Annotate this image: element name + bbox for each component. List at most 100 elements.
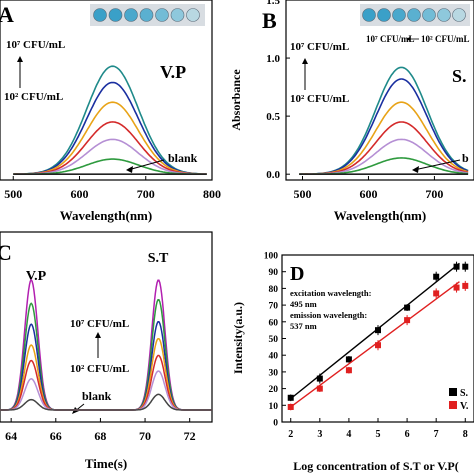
panel-d-series: [287, 261, 469, 411]
panel-d-letter: D: [290, 263, 304, 285]
panel-a-blank-label: blank: [168, 151, 198, 165]
panel-b-blank-label: b: [462, 151, 469, 165]
panel-d: D Intensity(a.u.) excitation wavelength:…: [231, 252, 474, 473]
x-tick-label: 70: [139, 429, 151, 443]
panel-d-annotation-1: excitation wavelength:: [290, 288, 372, 298]
panel-c: C V.P S.T 10⁷ CFU/mL 10² CFU/mL blank 64…: [0, 231, 213, 471]
panel-b-curve-1: [299, 66, 469, 175]
panel-a-xlabel: Wavelength(nm): [60, 208, 152, 223]
panel-c-x-ticks: 64 66 68 70 72: [5, 418, 196, 443]
panel-a-conc-top: 10⁷ CFU/mL: [6, 39, 65, 51]
svg-text:B: B: [262, 8, 277, 33]
legend-marker-s: [449, 388, 457, 396]
data-point: [316, 375, 323, 382]
panel-a-x-ticks: 500 600 700 800: [4, 176, 221, 201]
panel-b-conc-bottom: 10² CFU/mL: [290, 93, 349, 105]
y-tick-label: 0.0: [266, 169, 280, 181]
panel-d-annotation-4: 537 nm: [290, 321, 317, 331]
panel-d-annotation-2: 495 nm: [290, 299, 317, 309]
svg-text:D: D: [290, 263, 304, 285]
panel-c-letter: C: [0, 240, 12, 265]
panel-a-conc-bottom: 10² CFU/mL: [4, 91, 63, 103]
x-tick-label: 3: [317, 429, 322, 440]
y-tick-label: 30: [269, 368, 279, 378]
x-tick-label: 600: [359, 187, 377, 201]
panel-c-conc-bottom: 10² CFU/mL: [70, 363, 129, 375]
well: [407, 8, 421, 22]
panel-a-curve-4: [13, 121, 207, 175]
x-tick-label: 700: [137, 187, 155, 201]
data-point: [453, 263, 460, 270]
well: [377, 8, 391, 22]
y-tick-label: 10: [269, 402, 279, 412]
panel-d-legend: S. V.: [449, 388, 469, 412]
x-tick-label: 5: [376, 429, 381, 440]
panel-a-curves: [13, 65, 207, 175]
panel-a-letter: A: [0, 2, 14, 27]
data-point: [375, 342, 381, 349]
panel-b-strip-left: 10⁷ CFU/mL: [366, 34, 414, 44]
well: [108, 8, 123, 22]
y-tick-label: 70: [269, 302, 279, 312]
y-tick-label: 0.5: [266, 111, 280, 123]
panel-d-xlabel: Log concentration of S.T or V.P(: [293, 459, 458, 473]
panel-c-conc-top: 10⁷ CFU/mL: [70, 318, 129, 330]
panel-b-strip-right: 10² CFU/mL: [421, 34, 469, 44]
panel-b-strip-arrow: [406, 37, 419, 41]
x-tick-label: 600: [71, 187, 89, 201]
panel-b-x-ticks: 500 600 700: [293, 176, 443, 201]
panel-a-tag: V.P: [160, 62, 186, 82]
y-tick-label: 90: [269, 268, 279, 278]
data-point: [453, 284, 460, 291]
panel-b: B Absorbance 0.0 0.5 1.0 1.5 10⁷ CFU/mL 10²…: [229, 0, 474, 223]
well: [186, 8, 200, 22]
legend-label-v: V.: [460, 401, 469, 412]
panel-b-conc-arrow: [302, 58, 308, 90]
panel-c-conc-arrow: [95, 332, 101, 358]
panel-b-blank-arrow: [412, 159, 461, 173]
well: [452, 8, 466, 22]
x-tick-label: 66: [50, 429, 62, 443]
x-tick-label: 64: [5, 429, 17, 443]
panel-b-tag: S.: [452, 66, 467, 86]
well: [362, 8, 376, 22]
y-tick-label: 1.0: [266, 53, 280, 65]
panel-b-conc-top: 10⁷ CFU/mL: [290, 41, 349, 53]
y-tick-label: 40: [269, 352, 279, 362]
well: [93, 8, 107, 22]
y-tick-label: 60: [269, 318, 279, 328]
panel-a-frame: [0, 0, 213, 181]
x-tick-label: 4: [346, 429, 351, 440]
y-tick-label: 100: [264, 252, 279, 262]
panel-c-peak1-label: V.P: [26, 269, 47, 284]
data-point: [462, 263, 469, 270]
data-point: [462, 282, 469, 289]
panel-b-curves: [299, 66, 469, 175]
well: [170, 8, 185, 22]
panel-a: A 10⁷ CFU/mL 10² CFU/mL V.P blank 500 600…: [0, 0, 221, 223]
data-point: [287, 394, 294, 401]
panel-a-blank-arrow: [126, 159, 165, 173]
data-point: [404, 317, 411, 324]
panel-c-peak2-label: S.T: [148, 251, 169, 266]
legend-marker-v: [449, 401, 457, 409]
panel-d-ylabel: Intensity(a.u.): [231, 302, 245, 374]
panel-b-frame: [285, 0, 474, 181]
x-tick-label: 68: [94, 429, 106, 443]
well: [422, 8, 436, 22]
svg-text:A: A: [0, 2, 14, 27]
x-tick-label: 8: [463, 429, 468, 440]
data-point: [404, 304, 411, 311]
panel-b-letter: B: [262, 8, 277, 33]
data-point: [433, 273, 440, 280]
panel-c-frame: [0, 231, 213, 423]
x-tick-label: 700: [425, 187, 443, 201]
x-tick-label: 6: [405, 429, 410, 440]
panel-b-xlabel: Wavelength(nm): [334, 208, 426, 223]
well: [124, 8, 138, 22]
legend-label-s: S.: [460, 388, 469, 399]
panel-d-frame: [281, 254, 474, 423]
panel-c-trace-7: [0, 393, 212, 411]
data-point: [316, 385, 323, 392]
